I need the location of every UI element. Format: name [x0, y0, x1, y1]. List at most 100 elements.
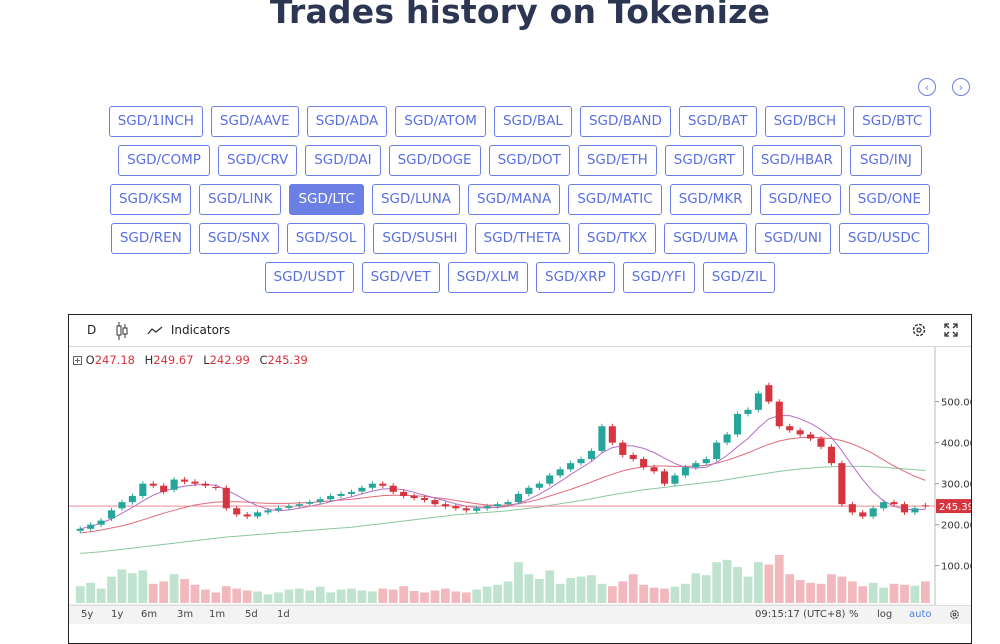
pair-button-sol[interactable]: SGD/SOL — [286, 223, 366, 254]
range-button-5y[interactable]: 5y — [81, 609, 94, 620]
pair-button-vet[interactable]: SGD/VET — [361, 262, 440, 293]
range-button-6m[interactable]: 6m — [141, 609, 158, 620]
range-button-3m[interactable]: 3m — [177, 609, 194, 620]
candle-body — [87, 524, 95, 529]
pair-button-snx[interactable]: SGD/SNX — [198, 223, 279, 254]
candle-body — [170, 479, 178, 490]
volume-bar — [743, 576, 753, 603]
range-button-1d[interactable]: 1d — [277, 609, 290, 620]
pair-button-neo[interactable]: SGD/NEO — [759, 184, 841, 215]
price-plot[interactable]: 500.00400.00300.00200.00100.00245.39Mar1… — [69, 347, 971, 605]
percent-toggle[interactable]: % — [849, 609, 859, 620]
open-value: 247.18 — [94, 353, 135, 367]
pair-button-usdc[interactable]: SGD/USDC — [838, 223, 930, 254]
pair-button-crv[interactable]: SGD/CRV — [217, 145, 298, 176]
pair-button-xrp[interactable]: SGD/XRP — [536, 262, 615, 293]
volume-bar — [357, 590, 367, 603]
candle-body — [201, 483, 209, 486]
volume-bar — [910, 585, 920, 603]
candle-body — [473, 508, 481, 511]
fullscreen-icon[interactable] — [944, 315, 958, 346]
range-button-5d[interactable]: 5d — [245, 609, 258, 620]
pair-button-ren[interactable]: SGD/REN — [110, 223, 191, 254]
volume-bar — [180, 579, 189, 603]
volume-bar — [754, 562, 763, 603]
range-button-1m[interactable]: 1m — [209, 609, 226, 620]
y-tick-label: 200.00 — [941, 521, 971, 532]
candle-body — [859, 512, 867, 517]
volume-bar — [764, 564, 774, 603]
candle-body — [337, 493, 345, 496]
range-button-1y[interactable]: 1y — [111, 609, 124, 620]
volume-bar — [148, 583, 158, 603]
volume-bar — [274, 592, 283, 603]
pair-button-usdt[interactable]: SGD/USDT — [264, 262, 354, 293]
candle-body — [514, 493, 522, 503]
pair-button-ltc[interactable]: SGD/LTC — [289, 184, 364, 215]
volume-bar — [388, 589, 398, 603]
pair-button-dai[interactable]: SGD/DAI — [305, 145, 381, 176]
volume-bar — [159, 581, 169, 603]
pair-button-band[interactable]: SGD/BAND — [579, 106, 671, 137]
pair-button-btc[interactable]: SGD/BTC — [853, 106, 932, 137]
pair-button-eth[interactable]: SGD/ETH — [577, 145, 657, 176]
log-toggle[interactable]: log — [877, 609, 893, 620]
volume-bar — [680, 583, 690, 603]
interval-button[interactable]: D — [87, 323, 97, 337]
volume-bar — [691, 573, 701, 603]
pair-button-one[interactable]: SGD/ONE — [848, 184, 931, 215]
candle-body — [869, 508, 877, 517]
gear-icon[interactable] — [949, 606, 960, 624]
candle-body — [692, 463, 700, 468]
pair-button-aave[interactable]: SGD/AAVE — [210, 106, 299, 137]
volume-bar — [514, 562, 523, 603]
pair-button-bch[interactable]: SGD/BCH — [764, 106, 846, 137]
pair-button-uni[interactable]: SGD/UNI — [754, 223, 831, 254]
pair-button-yfi[interactable]: SGD/YFI — [622, 262, 695, 293]
pair-button-inj[interactable]: SGD/INJ — [849, 145, 922, 176]
trading-chart: D Indicators — [68, 314, 972, 644]
candlestick-icon[interactable] — [115, 315, 129, 346]
next-button[interactable]: › — [952, 78, 970, 96]
pair-button-dot[interactable]: SGD/DOT — [488, 145, 570, 176]
pair-button-ada[interactable]: SGD/ADA — [306, 106, 388, 137]
volume-bar — [107, 576, 116, 603]
gear-icon[interactable] — [911, 315, 927, 346]
pair-button-sushi[interactable]: SGD/SUSHI — [373, 223, 467, 254]
pair-button-bal[interactable]: SGD/BAL — [493, 106, 572, 137]
pair-button-ksm[interactable]: SGD/KSM — [109, 184, 192, 215]
close-value: 245.39 — [267, 353, 308, 367]
candle-body — [744, 409, 752, 414]
pair-button-zil[interactable]: SGD/ZIL — [702, 262, 776, 293]
prev-button[interactable]: ‹ — [918, 78, 936, 96]
pair-button-comp[interactable]: SGD/COMP — [118, 145, 210, 176]
candle-body — [368, 483, 376, 488]
pair-button-atom[interactable]: SGD/ATOM — [395, 106, 486, 137]
auto-toggle[interactable]: auto — [909, 609, 932, 620]
volume-bar — [920, 581, 930, 603]
pair-button-xlm[interactable]: SGD/XLM — [447, 262, 528, 293]
pair-button-tkx[interactable]: SGD/TKX — [577, 223, 657, 254]
pair-button-1inch[interactable]: SGD/1INCH — [108, 106, 203, 137]
pair-button-matic[interactable]: SGD/MATIC — [568, 184, 662, 215]
candle-body — [765, 385, 773, 402]
pair-button-link[interactable]: SGD/LINK — [199, 184, 282, 215]
volume-bar — [461, 592, 471, 603]
chevron-right-icon: › — [958, 81, 964, 94]
pair-button-mkr[interactable]: SGD/MKR — [669, 184, 752, 215]
pair-button-theta[interactable]: SGD/THETA — [474, 223, 570, 254]
pair-button-doge[interactable]: SGD/DOGE — [388, 145, 481, 176]
pair-button-hbar[interactable]: SGD/HBAR — [751, 145, 842, 176]
collapse-icon[interactable] — [73, 356, 82, 365]
volume-bar — [190, 584, 200, 603]
pair-button-grt[interactable]: SGD/GRT — [664, 145, 744, 176]
pair-button-mana[interactable]: SGD/MANA — [468, 184, 561, 215]
pair-button-uma[interactable]: SGD/UMA — [664, 223, 747, 254]
pair-button-bat[interactable]: SGD/BAT — [678, 106, 757, 137]
indicators-button[interactable]: Indicators — [147, 315, 230, 346]
volume-bar — [211, 592, 221, 603]
pair-button-luna[interactable]: SGD/LUNA — [371, 184, 461, 215]
candle-body — [838, 463, 846, 505]
candle-body — [358, 487, 366, 492]
volume-bar — [221, 586, 231, 603]
